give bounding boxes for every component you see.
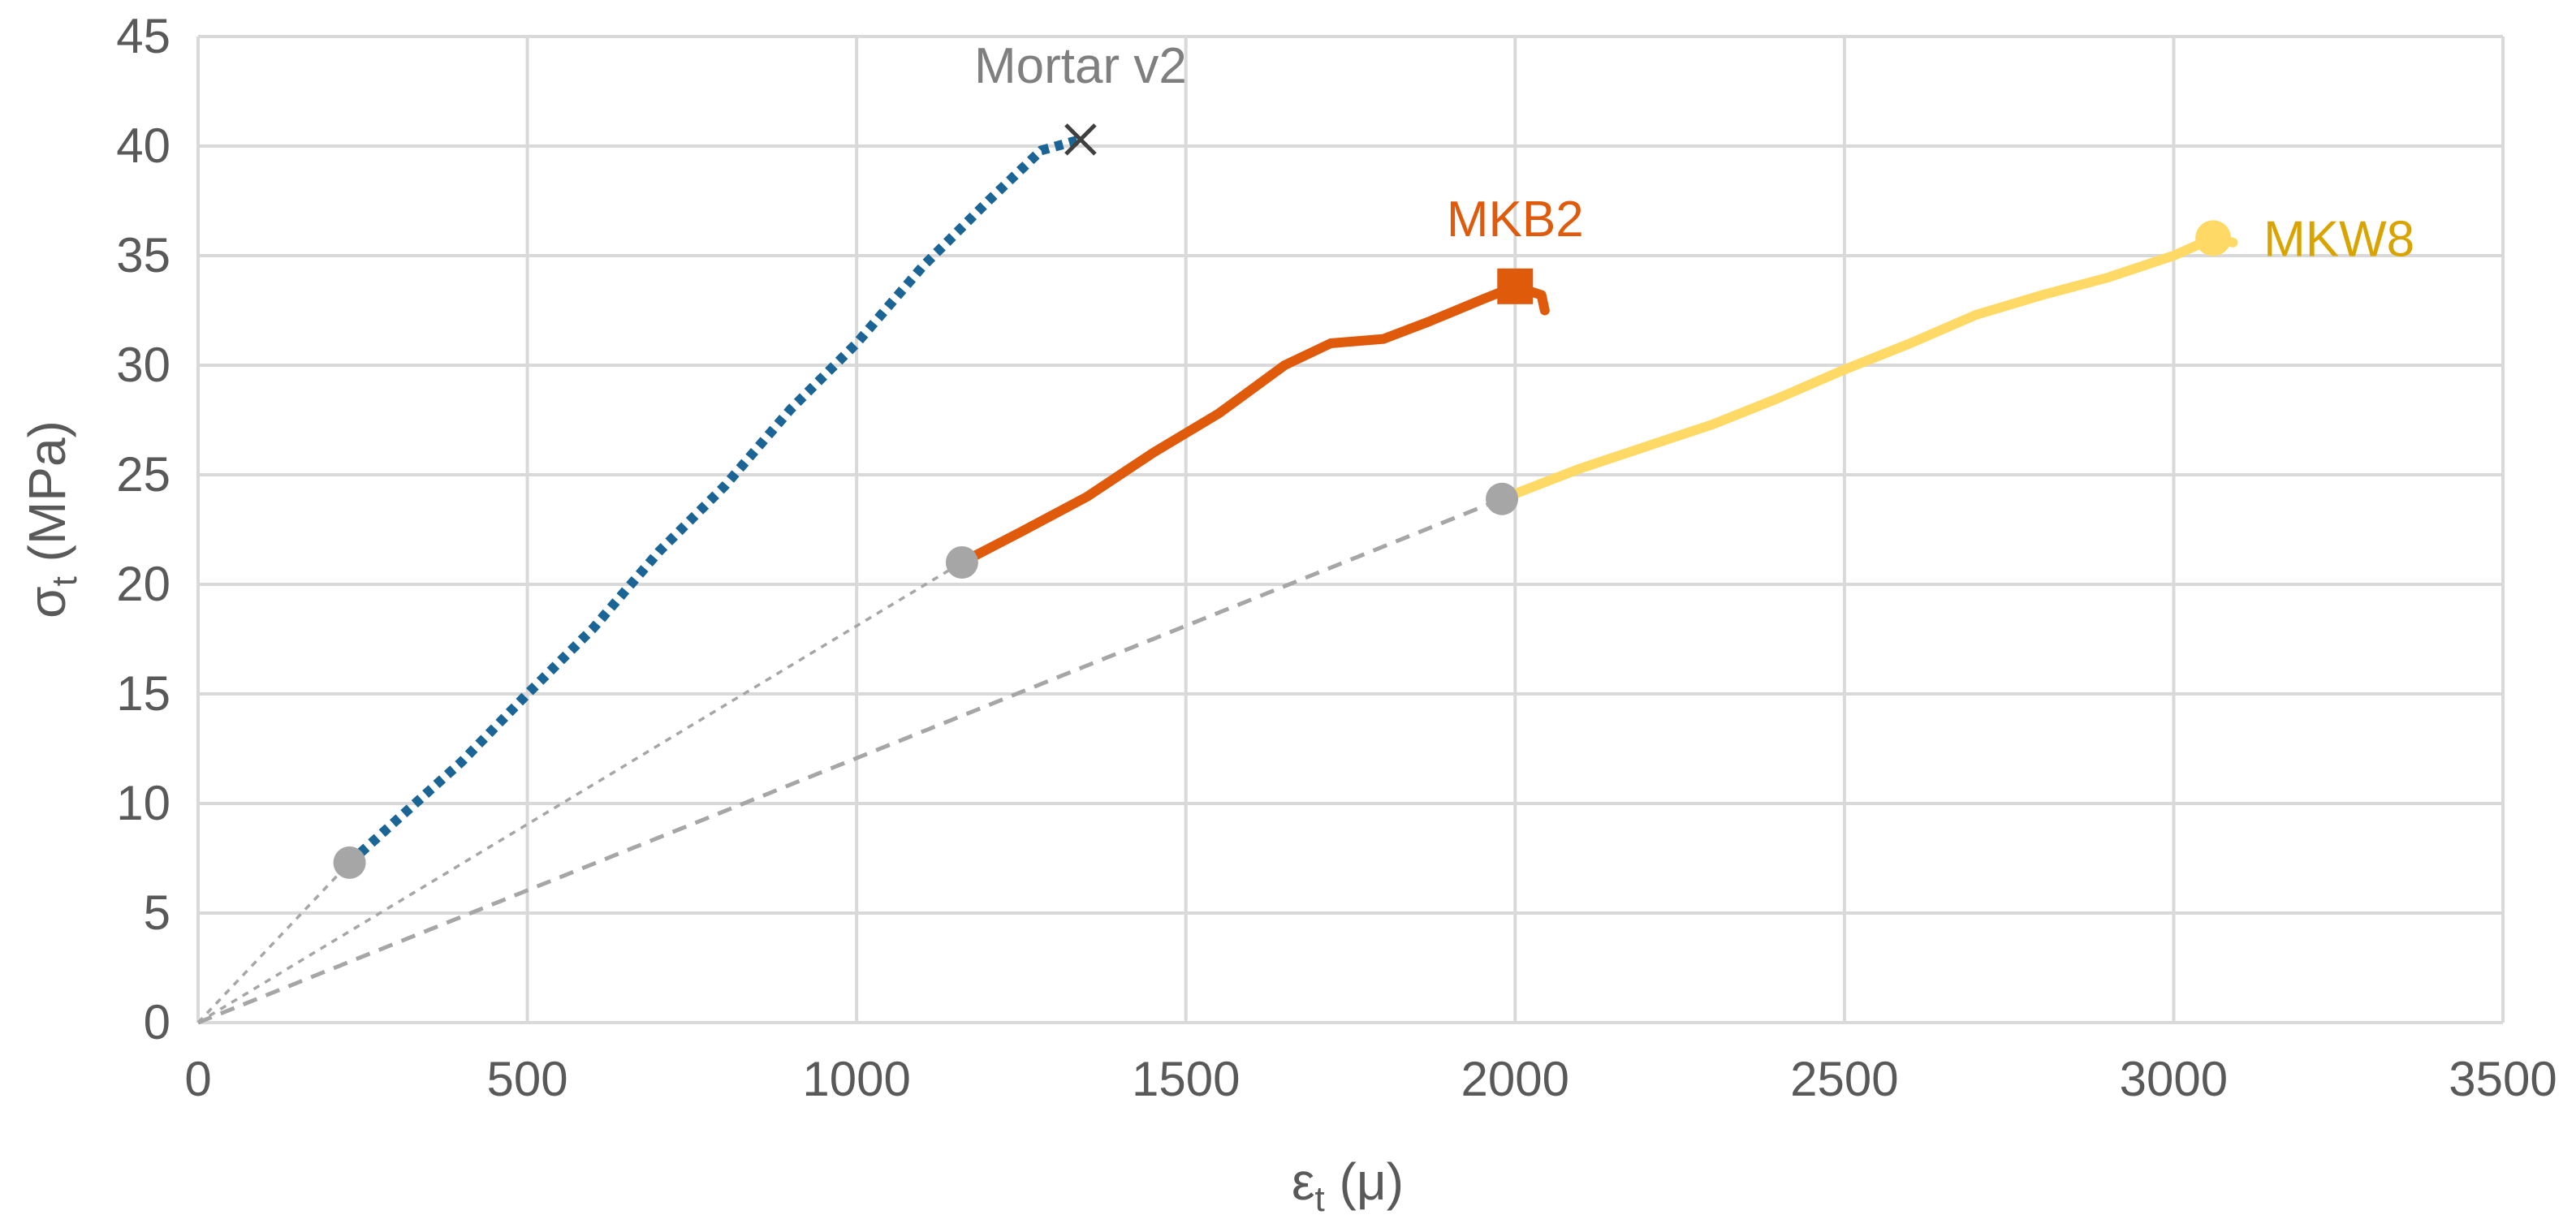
start-marker-mkw8 (1486, 482, 1519, 515)
series-label-mkb2: MKB2 (1447, 192, 1584, 248)
series-line-mortar-v2 (346, 135, 1082, 867)
y-tick-label-30: 30 (116, 338, 170, 392)
x-axis-label: εt (μ) (1292, 1152, 1404, 1219)
series-line-mkw8 (1497, 233, 2238, 504)
x-tick-label-500: 500 (487, 1052, 568, 1106)
x-tick-label-2000: 2000 (1461, 1052, 1569, 1106)
y-axis-label: σt (MPa) (18, 420, 84, 618)
y-tick-label-10: 10 (116, 776, 170, 830)
series-line-mkb2 (956, 281, 1550, 567)
x-tick-label-1000: 1000 (802, 1052, 910, 1106)
y-tick-label-35: 35 (116, 228, 170, 282)
end-marker-mkb2 (1497, 268, 1534, 304)
y-tick-label-45: 45 (116, 9, 170, 63)
y-tick-label-0: 0 (144, 995, 170, 1049)
x-tick-label-0: 0 (184, 1052, 211, 1106)
x-tick-label-3000: 3000 (2120, 1052, 2228, 1106)
y-tick-label-5: 5 (144, 885, 170, 940)
y-tick-label-20: 20 (116, 557, 170, 611)
reference-line-3 (197, 497, 1503, 1025)
series-label-mortar-v2: Mortar v2 (974, 38, 1187, 94)
y-tick-label-25: 25 (116, 447, 170, 502)
x-tick-label-1500: 1500 (1132, 1052, 1240, 1106)
markers (333, 123, 2232, 879)
end-marker-mkw8 (2195, 220, 2232, 256)
series-group (346, 135, 2238, 867)
grid (196, 35, 2505, 1024)
y-tick-label-15: 15 (116, 666, 170, 721)
x-tick-labels: 0 500 1000 1500 2000 2500 3000 3500 (184, 1052, 2557, 1106)
start-marker-mortar-v2 (333, 846, 366, 879)
end-marker-mortar-v2 (1064, 123, 1097, 156)
reference-line-2 (197, 561, 963, 1024)
x-tick-label-3500: 3500 (2449, 1052, 2557, 1106)
series-label-mkw8: MKW8 (2263, 211, 2414, 267)
x-tick-label-2500: 2500 (1790, 1052, 1898, 1106)
start-marker-mkb2 (945, 546, 978, 579)
y-tick-labels: 0 5 10 15 20 25 30 35 40 45 (116, 9, 170, 1049)
reference-line-1 (196, 861, 351, 1024)
reference-lines (196, 497, 1503, 1025)
series-labels: Mortar v2 MKB2 MKW8 (974, 38, 2414, 267)
y-tick-label-40: 40 (116, 118, 170, 173)
